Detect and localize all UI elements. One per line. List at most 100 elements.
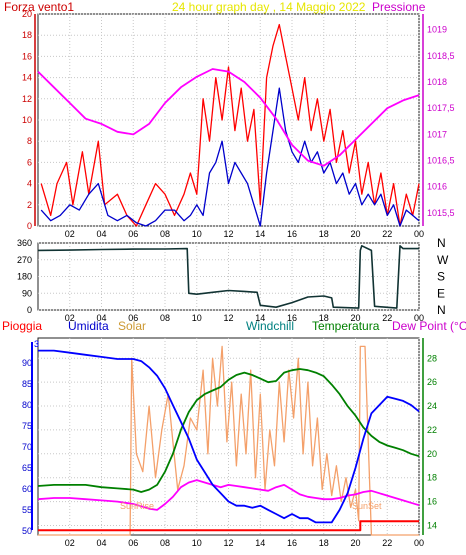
chart2-grid	[38, 242, 420, 311]
chart1-series	[37, 23, 420, 227]
left-tick-label: 65	[22, 463, 32, 473]
chart1-ticks: 02 04 06 08 10 12 14 16 18 20 22 000246810121416182…	[22, 9, 455, 239]
x-tick-label: 22	[382, 538, 392, 548]
label-solar: Solar	[118, 319, 146, 333]
chart3-frame	[37, 337, 420, 536]
right-tick-label: 26	[427, 377, 437, 387]
left-tick-label: 75	[22, 421, 32, 431]
x-tick-label: 06	[128, 313, 138, 323]
x-tick-label: 16	[287, 538, 297, 548]
left-tick-label: 50	[22, 526, 32, 536]
left-tick-label: 55	[22, 505, 32, 515]
x-tick-label: 00	[414, 229, 424, 239]
chart2-series	[37, 245, 419, 309]
x-tick-label: 08	[160, 538, 170, 548]
left-tick-label: 12	[22, 94, 32, 104]
left-tick-label: 70	[22, 442, 32, 452]
x-tick-label: 12	[223, 313, 233, 323]
right-tick-label: 18	[427, 473, 437, 483]
x-tick-label: 20	[350, 538, 360, 548]
chart3-grid	[38, 338, 420, 535]
x-tick-label: 08	[160, 229, 170, 239]
series-line	[40, 23, 420, 227]
x-tick-label: 14	[255, 538, 265, 548]
label-temperatura: Temperatura	[312, 319, 380, 333]
x-tick-label: 18	[319, 313, 329, 323]
series-line	[37, 368, 420, 493]
series-line	[37, 479, 420, 511]
series-line	[37, 245, 419, 309]
left-tick-label: 180	[17, 272, 32, 282]
series-line	[38, 345, 419, 536]
x-tick-label: 22	[382, 229, 392, 239]
x-tick-label: 22	[382, 313, 392, 323]
left-tick-label: 85	[22, 379, 32, 389]
x-tick-label: 18	[319, 538, 329, 548]
chart1-title: 24 hour graph day , 14 Maggio 2022	[172, 0, 366, 14]
x-tick-label: 14	[255, 313, 265, 323]
right-tick-label: 1015,5	[427, 208, 455, 218]
x-tick-label: 06	[128, 538, 138, 548]
left-tick-label: 270	[17, 255, 32, 265]
left-tick-label: 0	[27, 305, 32, 315]
compass-label: E	[437, 286, 445, 300]
x-tick-label: 04	[96, 313, 106, 323]
x-tick-label: 20	[350, 229, 360, 239]
x-tick-label: 02	[65, 538, 75, 548]
left-tick-label: 8	[27, 136, 32, 146]
right-tick-label: 1016	[427, 182, 447, 192]
left-tick-label: 90	[22, 288, 32, 298]
chart1-grid	[38, 13, 420, 227]
x-tick-label: 10	[192, 229, 202, 239]
x-tick-label: 02	[65, 313, 75, 323]
right-tick-label: 28	[427, 353, 437, 363]
label-pioggia: Pioggia	[2, 319, 42, 333]
wind-pressure-chart: 02 04 06 08 10 12 14 16 18 20 22 000246810121416182…	[4, 0, 455, 239]
x-tick-label: 04	[96, 229, 106, 239]
left-tick-label: 16	[22, 51, 32, 61]
chart3-series	[37, 345, 420, 536]
x-tick-label: 06	[128, 229, 138, 239]
right-tick-label: 14	[427, 520, 437, 530]
compass-label: N	[437, 236, 446, 250]
chart1-right-label: Pressione	[372, 0, 426, 14]
left-tick-label: 20	[22, 9, 32, 19]
right-tick-label: 20	[427, 449, 437, 459]
series-line	[38, 349, 420, 524]
x-tick-label: 04	[96, 538, 106, 548]
series-line	[40, 87, 420, 227]
right-tick-label: 1017,5	[427, 103, 455, 113]
chart1-left-label: Forza vento1	[4, 0, 74, 14]
x-tick-label: 18	[319, 229, 329, 239]
left-tick-label: 14	[22, 73, 32, 83]
right-tick-label: 1019	[427, 25, 447, 35]
right-tick-label: 1018,5	[427, 51, 455, 61]
temperature-humidity-chart: 02 04 06 08 10 12 14 16 18 20 22 00 50 55 60 65 70 75 80 85…	[2, 319, 466, 548]
x-tick-label: 10	[192, 313, 202, 323]
sunset-annotation: SunSet	[352, 501, 382, 511]
left-tick-label: 4	[27, 179, 32, 189]
x-tick-label: 12	[223, 229, 233, 239]
series-line	[38, 520, 419, 532]
left-tick-label: 80	[22, 400, 32, 410]
x-tick-label: 20	[350, 313, 360, 323]
sunrise-annotation: SunRise	[120, 501, 154, 511]
x-tick-label: 14	[255, 229, 265, 239]
left-tick-label: 18	[22, 30, 32, 40]
label-windchill: Windchill	[246, 319, 294, 333]
right-tick-label: 1017	[427, 129, 447, 139]
rain-axis-top: 3	[34, 339, 39, 349]
right-tick-label: 1016,5	[427, 156, 455, 166]
x-tick-label: 00	[414, 538, 424, 548]
right-tick-label: 24	[427, 401, 437, 411]
label-umidita: Umidita	[68, 319, 109, 333]
right-tick-label: 22	[427, 425, 437, 435]
x-tick-label: 16	[287, 313, 297, 323]
x-tick-label: 02	[65, 229, 75, 239]
right-tick-label: 1018	[427, 77, 447, 87]
left-tick-label: 0	[27, 221, 32, 231]
right-tick-label: 16	[427, 497, 437, 507]
